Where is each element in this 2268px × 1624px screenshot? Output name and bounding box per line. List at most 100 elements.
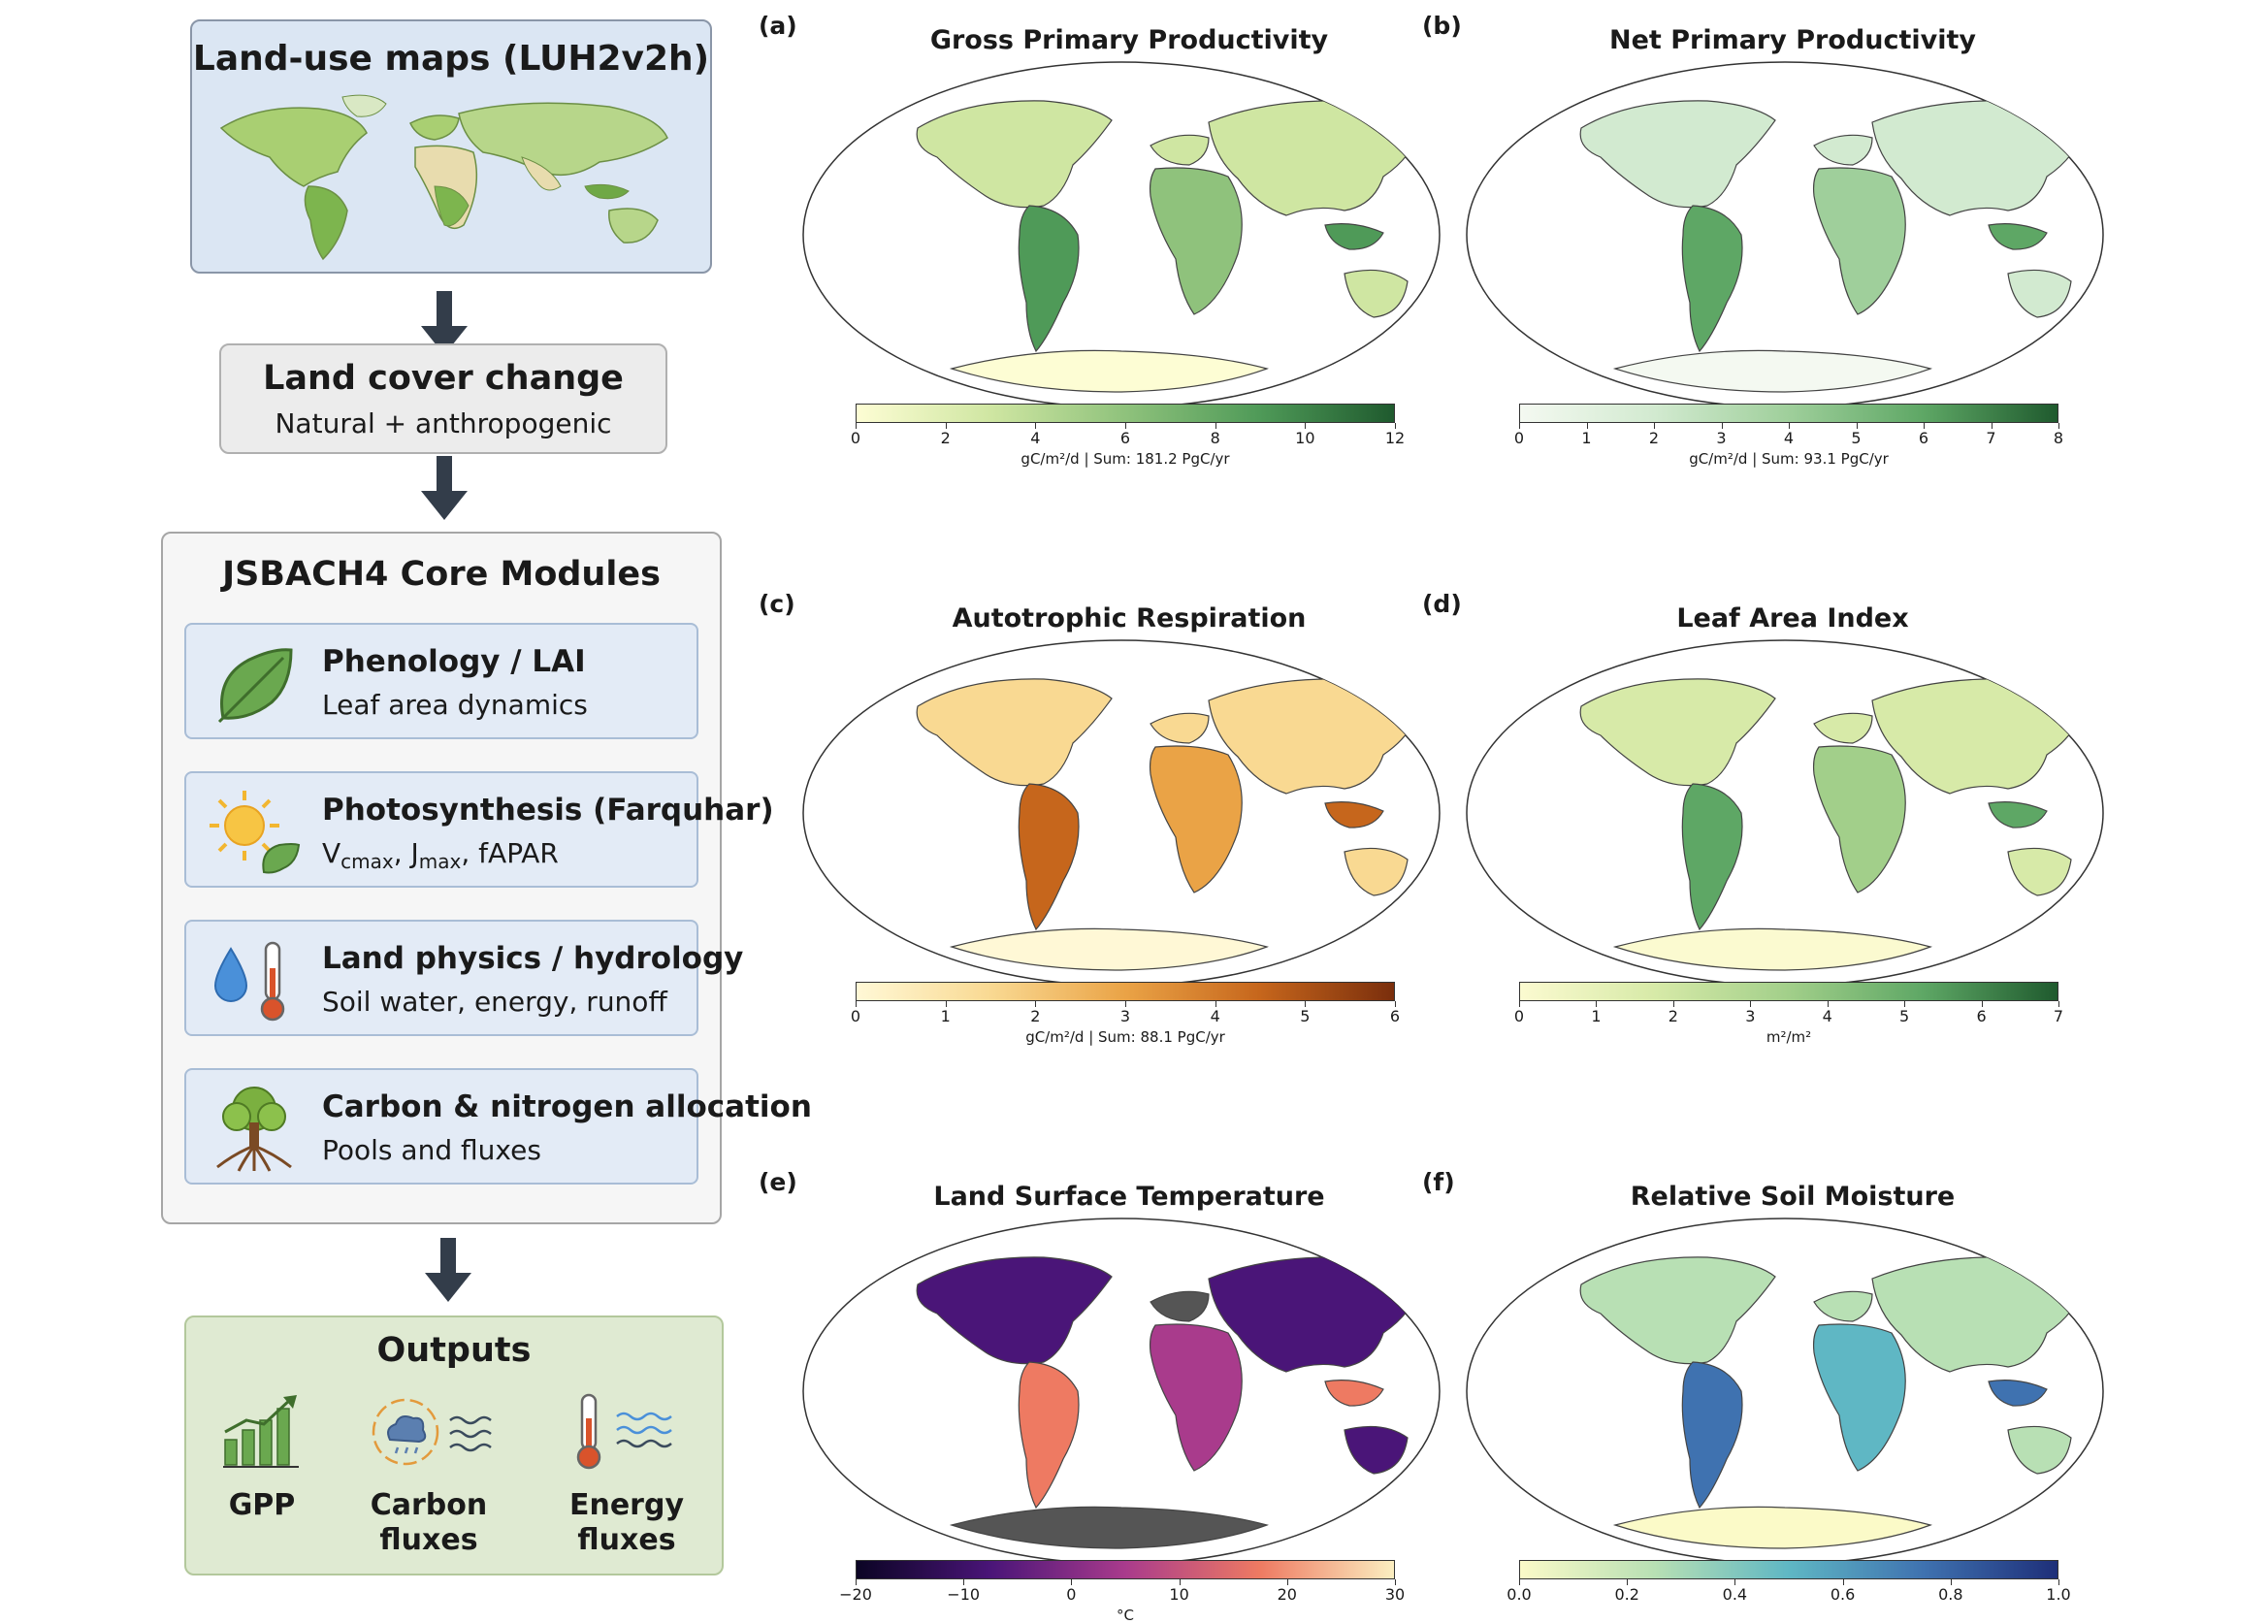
jmax-subscript: max: [418, 850, 462, 873]
output-label-energy-fluxes: Energy fluxes: [559, 1488, 695, 1558]
module-title: Phenology / LAI: [322, 644, 586, 679]
water-thermometer-icon: [213, 941, 285, 1022]
outputs-box: Outputs GPP Carbon fluxes Ene: [184, 1315, 724, 1575]
landuse-title: Land-use maps (LUH2v2h): [192, 39, 710, 79]
colorbar-tick-label: 4: [1030, 429, 1041, 447]
colorbar-tickmark: [1125, 1001, 1126, 1007]
colorbar-ticks: 0 1 2 3 4 5 6: [851, 1001, 1400, 1032]
colorbar-tickmark: [1179, 1579, 1181, 1585]
core-modules-title: JSBACH4 Core Modules: [222, 555, 661, 594]
panel-title: Autotrophic Respiration: [952, 603, 1307, 633]
colorbar-tickmark: [1125, 423, 1126, 429]
module-title: Land physics / hydrology: [322, 941, 744, 976]
colorbar-label: gC/m²/d | Sum: 88.1 PgC/yr: [1025, 1028, 1225, 1046]
colorbar-tick-label: 7: [1986, 429, 1996, 447]
colorbar-tickmark: [1721, 423, 1723, 429]
colorbar-tickmark: [1519, 423, 1520, 429]
landcover-subtitle: Natural + anthropogenic: [275, 407, 612, 439]
panel-title: Net Primary Productivity: [1609, 25, 1976, 55]
colorbar-tickmark: [1395, 423, 1396, 429]
colorbar-tick-label: 0.6: [1830, 1585, 1856, 1604]
colorbar-ticks: 0 1 2 3 4 5 6 7 8: [1514, 423, 2063, 454]
colorbar-tick-label: 0: [1066, 1585, 1077, 1604]
colorbar-tickmark: [2058, 423, 2059, 429]
colorbar: [856, 1560, 1395, 1579]
panel-letter: (b): [1422, 12, 1462, 40]
colorbar: [1519, 1560, 2058, 1579]
colorbar-tick-label: 1: [940, 1007, 951, 1025]
colorbar-tick-label: 0: [850, 429, 861, 447]
colorbar-ticks: 0.0 0.2 0.4 0.6 0.8 1.0: [1507, 1579, 2071, 1610]
module-subtitle: Soil water, energy, runoff: [322, 986, 667, 1018]
module-subtitle: Pools and fluxes: [322, 1134, 541, 1166]
colorbar-tickmark: [856, 1579, 857, 1585]
colorbar-tick-label: 0.2: [1614, 1585, 1639, 1604]
colorbar-tickmark: [1991, 423, 1993, 429]
colorbar-tickmark: [1924, 423, 1925, 429]
colorbar-ticks: 0 2 4 6 8 10 12: [851, 423, 1405, 454]
panel-letter: (c): [759, 590, 795, 618]
colorbar-tick-label: 1.0: [2046, 1585, 2071, 1604]
module-title: Carbon & nitrogen allocation: [322, 1089, 812, 1124]
colorbar-tickmark: [856, 423, 857, 429]
colorbar: [856, 982, 1395, 1001]
colorbar-tick-label: 3: [1716, 429, 1727, 447]
colorbar-tick-label: 4: [1210, 1007, 1220, 1025]
arrow-down-icon: [421, 456, 468, 520]
colorbar-tickmark: [1750, 1001, 1752, 1007]
colorbar-tick-label: 2: [1030, 1007, 1041, 1025]
panel-title: Leaf Area Index: [1676, 603, 1909, 633]
colorbar-tick-label: 6: [1119, 429, 1131, 447]
colorbar-tick-label: 4: [1822, 1007, 1832, 1025]
module-carbon-nitrogen: Carbon & nitrogen allocation Pools and f…: [184, 1068, 812, 1185]
colorbar-tick-label: 2: [1668, 1007, 1678, 1025]
colorbar-tickmark: [2058, 1001, 2059, 1007]
colorbar-tickmark: [1596, 1001, 1598, 1007]
colorbar-tick-label: 1: [1591, 1007, 1602, 1025]
colorbar-tickmark: [945, 1001, 947, 1007]
world-map: [1466, 639, 2104, 987]
colorbar-label: gC/m²/d | Sum: 181.2 PgC/yr: [1021, 450, 1230, 468]
colorbar-tick-label: 0.8: [1938, 1585, 1963, 1604]
colorbar-tickmark: [1035, 423, 1037, 429]
colorbar-tickmark: [1734, 1579, 1736, 1585]
colorbar-tickmark: [1215, 1001, 1216, 1007]
colorbar-tick-label: 3: [1119, 1007, 1131, 1025]
panel-letter: (a): [759, 12, 797, 40]
colorbar-tick-label: 10: [1169, 1585, 1189, 1604]
world-map: [802, 61, 1441, 408]
panel-letter: (e): [759, 1168, 797, 1196]
world-map-icon: [219, 94, 668, 261]
panel-letter: (d): [1422, 590, 1462, 618]
output-label-line: Carbon: [370, 1488, 488, 1522]
world-map: [802, 639, 1441, 987]
colorbar-tickmark: [2058, 1579, 2059, 1585]
panel-title: Land Surface Temperature: [933, 1182, 1325, 1212]
output-label-line: fluxes: [379, 1523, 478, 1557]
world-map: [1466, 61, 2104, 408]
output-label-line: Energy: [568, 1488, 685, 1522]
sun-leaf-icon: [210, 791, 301, 874]
output-label-carbon-fluxes: Carbon fluxes: [361, 1488, 497, 1558]
colorbar-tick-label: 0.4: [1722, 1585, 1748, 1604]
panel-title: Relative Soil Moisture: [1630, 1182, 1956, 1212]
module-photosynthesis: Photosynthesis (Farquhar) Vcmax, Jmax, f…: [184, 771, 774, 888]
colorbar-tickmark: [1950, 1579, 1952, 1585]
colorbar-tickmark: [1827, 1001, 1829, 1007]
colorbar-tickmark: [1586, 423, 1588, 429]
colorbar: [1519, 404, 2058, 423]
landcover-title: Land cover change: [263, 359, 624, 398]
module-phenology: Phenology / LAI Leaf area dynamics: [184, 623, 698, 739]
colorbar-tickmark: [1395, 1001, 1396, 1007]
colorbar-tickmark: [1672, 1001, 1674, 1007]
colorbar-ticks: 0 1 2 3 4 5 6 7: [1514, 1001, 2063, 1032]
landcover-box: Land cover change Natural + anthropogeni…: [219, 343, 667, 454]
colorbar-tick-label: 4: [1783, 429, 1795, 447]
module-land-physics: Land physics / hydrology Soil water, ene…: [184, 920, 743, 1036]
colorbar-tick-label: 2: [1648, 429, 1660, 447]
landuse-box: Land-use maps (LUH2v2h): [190, 19, 712, 274]
vcmax-subscript: cmax: [340, 850, 394, 873]
colorbar-tickmark: [1071, 1579, 1073, 1585]
thermometer-waves-icon: [576, 1393, 672, 1470]
colorbar-tick-label: 10: [1295, 429, 1315, 447]
